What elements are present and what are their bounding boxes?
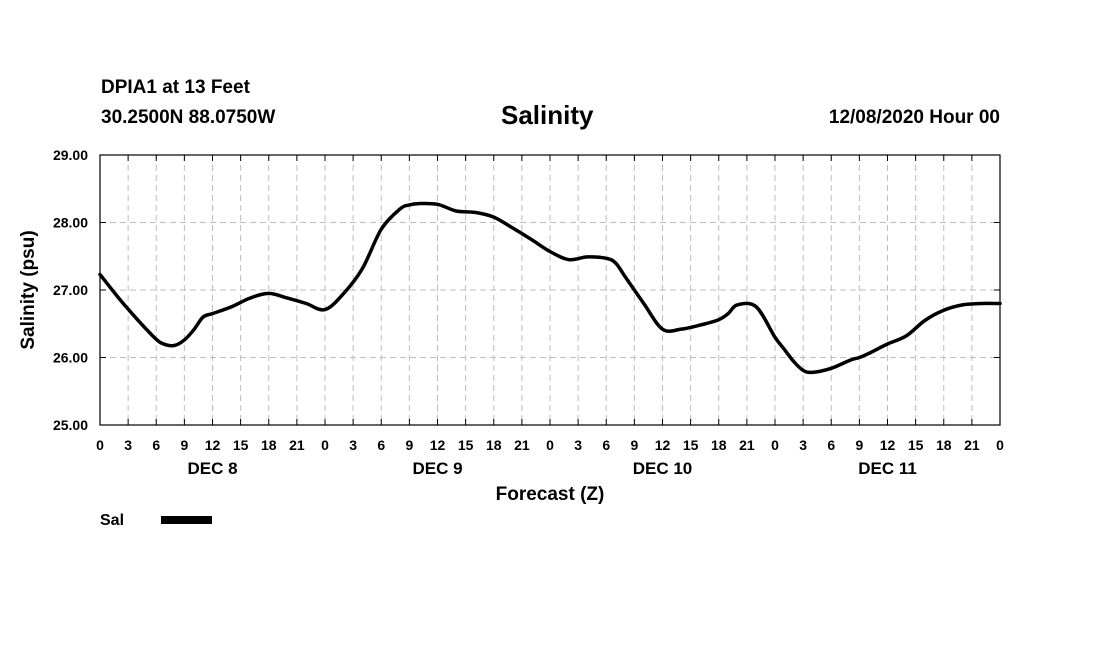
x-tick-label: 3 xyxy=(799,437,807,453)
x-tick-label: 6 xyxy=(377,437,385,453)
x-tick-label: 9 xyxy=(630,437,638,453)
station-label: DPIA1 at 13 Feet xyxy=(101,77,250,98)
day-label: DEC 11 xyxy=(858,459,917,478)
x-tick-label: 12 xyxy=(205,437,221,453)
y-tick-label: 25.00 xyxy=(53,417,88,433)
x-tick-label: 6 xyxy=(827,437,835,453)
x-tick-label: 6 xyxy=(152,437,160,453)
x-tick-label: 0 xyxy=(96,437,104,453)
x-tick-label: 15 xyxy=(233,437,249,453)
x-tick-label: 12 xyxy=(880,437,896,453)
x-tick-label: 3 xyxy=(574,437,582,453)
day-label: DEC 8 xyxy=(187,459,237,478)
y-tick-label: 26.00 xyxy=(53,350,88,366)
plot-frame xyxy=(99,154,1001,426)
x-tick-label: 18 xyxy=(936,437,952,453)
chart-title: Salinity xyxy=(501,100,594,130)
legend-swatch xyxy=(161,516,212,524)
coordinates-label: 30.2500N 88.0750W xyxy=(101,107,276,128)
x-tick-label: 18 xyxy=(486,437,502,453)
x-tick-label: 0 xyxy=(321,437,329,453)
x-tick-label: 12 xyxy=(430,437,446,453)
x-tick-label: 9 xyxy=(180,437,188,453)
day-label: DEC 10 xyxy=(633,459,693,478)
x-tick-label: 21 xyxy=(739,437,755,453)
x-tick-label: 21 xyxy=(514,437,530,453)
x-axis-title: Forecast (Z) xyxy=(496,484,605,505)
x-tick-label: 12 xyxy=(655,437,671,453)
x-tick-label: 15 xyxy=(683,437,699,453)
x-tick-label: 6 xyxy=(602,437,610,453)
x-tick-label: 15 xyxy=(908,437,924,453)
x-tick-label: 15 xyxy=(458,437,474,453)
x-tick-label: 0 xyxy=(771,437,779,453)
x-tick-label: 9 xyxy=(405,437,413,453)
y-tick-label: 28.00 xyxy=(53,215,88,231)
x-tick-label: 18 xyxy=(261,437,277,453)
x-tick-label: 18 xyxy=(711,437,727,453)
x-tick-label: 21 xyxy=(289,437,305,453)
y-tick-label: 27.00 xyxy=(53,282,88,298)
x-tick-label: 0 xyxy=(996,437,1004,453)
x-tick-label: 0 xyxy=(546,437,554,453)
y-axis-title: Salinity (psu) xyxy=(18,230,39,349)
x-tick-label: 3 xyxy=(124,437,132,453)
x-tick-label: 9 xyxy=(855,437,863,453)
series-line-sal xyxy=(98,201,1002,375)
x-tick-label: 21 xyxy=(964,437,980,453)
day-label: DEC 9 xyxy=(412,459,462,478)
legend-label: Sal xyxy=(100,512,124,529)
y-tick-label: 29.00 xyxy=(53,147,88,163)
x-tick-label: 3 xyxy=(349,437,357,453)
issued-date-label: 12/08/2020 Hour 00 xyxy=(828,107,1000,128)
